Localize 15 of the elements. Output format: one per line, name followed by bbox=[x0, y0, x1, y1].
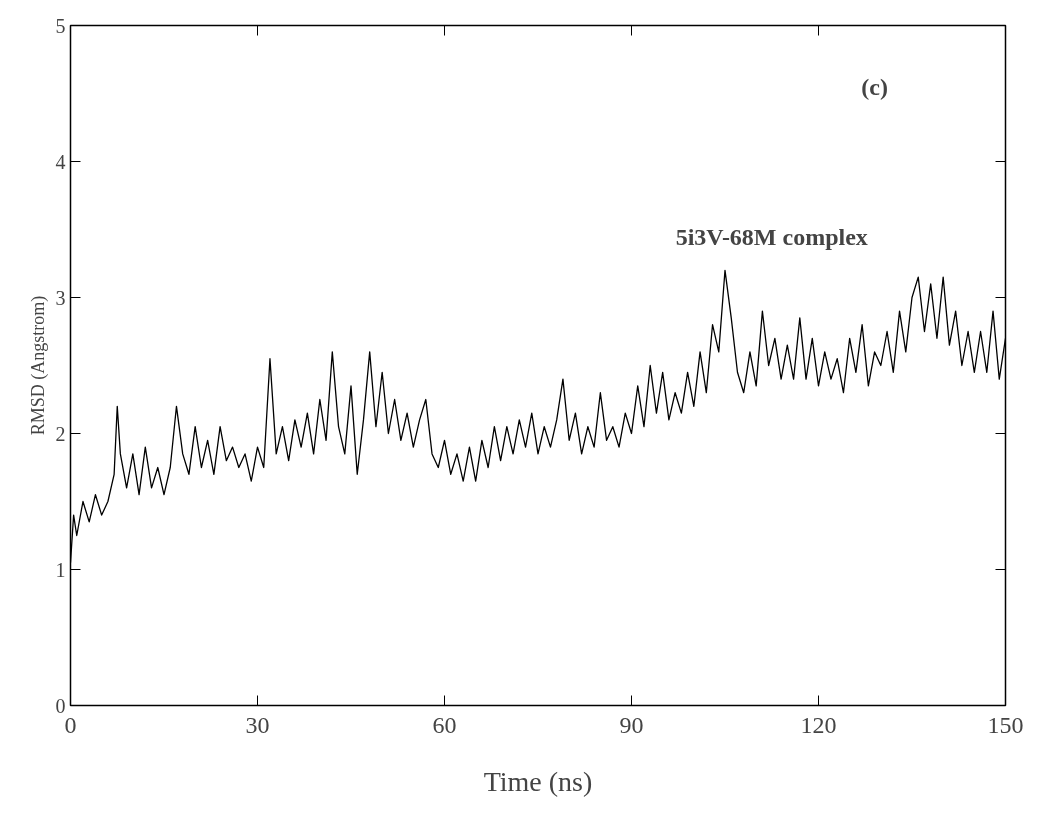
y-tick-label: 0 bbox=[55, 694, 66, 717]
y-axis-title: RMSD (Angstrom) bbox=[27, 295, 49, 436]
x-tick-label: 90 bbox=[619, 711, 644, 738]
annotation: 5i3V-68M complex bbox=[675, 223, 868, 250]
x-tick-label: 60 bbox=[432, 711, 457, 738]
y-tick-label: 4 bbox=[55, 150, 66, 173]
annotation: (c) bbox=[861, 74, 888, 101]
x-tick-label: 120 bbox=[800, 711, 837, 738]
y-tick-label: 5 bbox=[55, 14, 66, 37]
x-tick-label: 30 bbox=[245, 711, 270, 738]
y-tick-label: 2 bbox=[55, 422, 66, 445]
y-tick-label: 3 bbox=[55, 286, 66, 309]
y-tick-label: 1 bbox=[55, 558, 66, 581]
x-axis-title: Time (ns) bbox=[483, 765, 593, 797]
x-tick-label: 150 bbox=[987, 711, 1024, 738]
